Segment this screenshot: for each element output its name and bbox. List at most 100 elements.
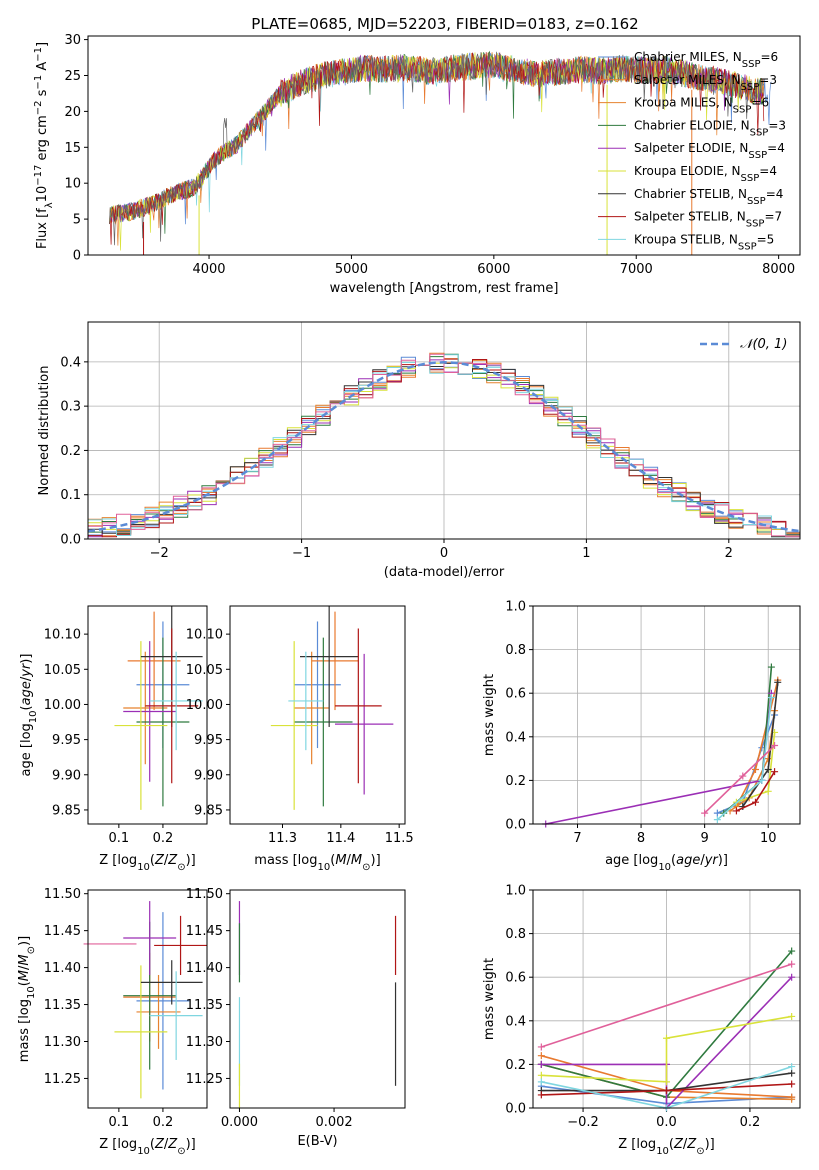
y-tick-label: 10.05 <box>44 663 81 678</box>
weight-marker <box>758 776 766 784</box>
x-tick-label: 0.2 <box>153 1115 174 1130</box>
y-tick-label: 0.8 <box>505 643 526 658</box>
weight-marker <box>732 807 740 815</box>
x-tick-label: 8000 <box>762 262 795 277</box>
legend-label: Salpeter MILES, NSSP=3 <box>634 73 777 93</box>
y-tick-label: 10.10 <box>186 628 223 643</box>
label-part: Z [log <box>618 1137 656 1152</box>
weight_vs_Z-panel: −0.2 0.0 0.2 0.0 0.2 0.4 0.6 0.8 1.0 mass weight Z… <box>482 884 801 1157</box>
x-axis-label: mass [log10(M/M⊙)] <box>254 853 380 873</box>
y-tick-label: 11.50 <box>186 887 223 902</box>
subscript: SSP <box>746 218 765 229</box>
label-part: mass [log <box>17 999 32 1062</box>
label-part: )] <box>19 654 34 664</box>
y-tick-label: 0.4 <box>505 1014 526 1029</box>
label-part: =4 <box>766 187 784 201</box>
weight-marker <box>537 1078 545 1086</box>
y-axis-label: age [log10(age/yr)] <box>19 654 39 777</box>
spectrum-line <box>109 51 765 246</box>
mass_vs_Z-panel: 0.1 0.2 11.25 11.30 11.35 11.40 11.45 11.50 Z [l… <box>17 887 208 1157</box>
label-part: / <box>164 853 169 868</box>
x-axis-label: E(B-V) <box>297 1134 337 1149</box>
x-tick-label: 0.000 <box>221 1115 258 1130</box>
label-part: Flux [f <box>35 208 50 249</box>
x-tick-label: 11.5 <box>385 831 414 846</box>
weight-marker <box>774 678 782 686</box>
label-part: / <box>347 853 352 868</box>
label-part: )] <box>186 1137 196 1152</box>
label-part: ( <box>150 853 155 868</box>
x-tick-label: 0.002 <box>315 1115 352 1130</box>
superscript: −17 <box>33 165 44 186</box>
label-part: M <box>335 853 346 868</box>
weight-marker <box>767 663 775 671</box>
y-tick-label: 0.3 <box>60 400 81 415</box>
label-part: =6 <box>760 50 778 64</box>
label-part: =4 <box>767 141 785 155</box>
x-tick-label: 10 <box>760 831 777 846</box>
subscript: SSP <box>750 127 769 138</box>
legend-label: Chabrier MILES, NSSP=6 <box>634 50 778 70</box>
subscript: SSP <box>747 195 766 206</box>
legend-label: Chabrier STELIB, NSSP=4 <box>634 187 783 207</box>
label-part: ( <box>671 853 676 868</box>
label-part: =4 <box>759 164 777 178</box>
label-part: age <box>19 681 34 705</box>
x-tick-label: 0.1 <box>109 831 130 846</box>
residuals-panel: −2 −1 0 1 2 0.0 0.1 0.2 0.3 0.4 (data-model)/error… <box>37 321 801 580</box>
label-part: mass [log <box>254 853 317 868</box>
label-part: Z [log <box>99 853 137 868</box>
label-part: Chabrier MILES, N <box>634 50 742 64</box>
weight-marker <box>701 809 709 817</box>
label-part: / <box>700 853 705 868</box>
label-part: ( <box>17 981 32 986</box>
y-tick-label: 5 <box>73 213 81 228</box>
label-part: Salpeter STELIB, N <box>634 210 746 224</box>
label-part: Z <box>673 1137 684 1152</box>
y-axis-label: mass weight <box>482 958 497 1040</box>
x-tick-label: 0.2 <box>740 1115 761 1130</box>
y-tick-label: 15 <box>64 141 81 156</box>
axes-frame <box>229 605 406 825</box>
weight-marker <box>788 960 796 968</box>
label-part: ( <box>19 705 34 710</box>
y-tick-label: 11.40 <box>186 961 223 976</box>
x-tick-label: 7000 <box>620 262 653 277</box>
y-tick-label: 11.30 <box>186 1035 223 1050</box>
y-axis-label: Flux [fλ10−17 erg cm−2 s−1 A−1] <box>33 42 55 249</box>
y-tick-label: 9.95 <box>194 733 223 748</box>
label-part: ( <box>150 1137 155 1152</box>
label-part: A <box>35 62 50 75</box>
y-tick-label: 0.2 <box>505 774 526 789</box>
weight-marker <box>663 1087 670 1095</box>
subscript: 10 <box>28 710 39 723</box>
superscript: −1 <box>33 75 44 90</box>
label-part: )] <box>371 853 381 868</box>
label-part: Salpeter ELODIE, N <box>634 141 748 155</box>
legend-label: Salpeter STELIB, NSSP=7 <box>634 210 782 230</box>
y-tick-label: 1.0 <box>505 884 526 899</box>
label-part: age [log <box>605 853 658 868</box>
x-tick-label: −0.2 <box>567 1115 599 1130</box>
label-part: erg cm <box>35 115 50 164</box>
x-tick-label: 0.2 <box>153 831 174 846</box>
weight-marker <box>788 973 796 981</box>
x-tick-label: −1 <box>292 546 311 561</box>
subscript: 10 <box>658 862 671 873</box>
label-part: Z <box>167 853 178 868</box>
legend-label: Kroupa ELODIE, NSSP=4 <box>634 164 777 184</box>
y-tick-label: 1.0 <box>505 600 526 615</box>
x-tick-label: 0.1 <box>109 1115 130 1130</box>
subscript: 10 <box>656 1146 669 1157</box>
weight-line <box>541 1015 792 1083</box>
y-tick-label: 10 <box>64 177 81 192</box>
label-part: )] <box>718 853 728 868</box>
weight-marker <box>739 772 747 780</box>
label-part: s <box>35 89 50 100</box>
y-tick-label: 9.95 <box>52 733 81 748</box>
weight-marker <box>537 1043 545 1051</box>
label-part: Z <box>154 1137 165 1152</box>
label-part: M <box>17 954 32 965</box>
subscript: ⊙ <box>177 862 185 873</box>
label-part: age [log <box>19 723 34 776</box>
